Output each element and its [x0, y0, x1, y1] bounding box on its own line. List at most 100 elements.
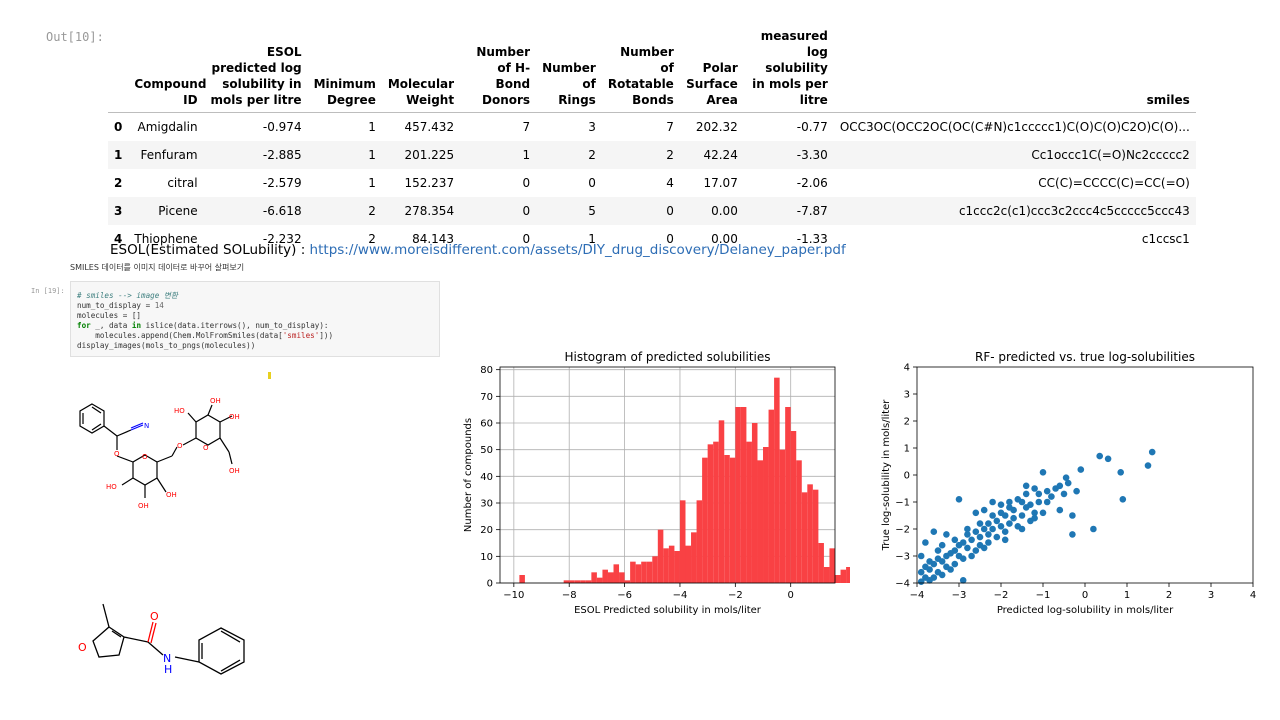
scatter-point [997, 509, 1005, 517]
table-row: 1 Fenfuram -2.885 1 201.225 1 2 2 42.24 -3.30 Cc1o… [108, 141, 1196, 169]
histogram-bar [519, 575, 525, 583]
column-header: Polar Surface Area [679, 24, 744, 113]
table-cell: -6.618 [262, 204, 302, 218]
table-cell: 1 [522, 148, 531, 162]
x-tick-label: −6 [617, 590, 632, 601]
x-tick-label: −4 [910, 590, 925, 601]
scatter-point [968, 536, 975, 544]
chart-title: RF- predicted vs. true log-solubilities [975, 350, 1195, 364]
plot-frame [499, 366, 836, 584]
y-axis-label: Number of compounds [463, 418, 474, 532]
x-tick-label: −2 [994, 590, 1009, 601]
histogram-bar [707, 444, 714, 583]
x-tick-label: 1 [1124, 590, 1130, 601]
table-cell: -2.579 [262, 176, 302, 190]
esol-prefix: ESOL(Estimated SOLubility) : [110, 242, 310, 258]
table-cell: c1ccsc1 [1141, 232, 1190, 246]
histogram-bar [718, 420, 725, 583]
phenyl-ring [198, 627, 245, 675]
scatter-point [985, 539, 992, 546]
output-prompt: Out[10]: [46, 30, 104, 44]
fenfuram-structure: O O N H [78, 603, 245, 676]
histogram-bar [746, 441, 752, 583]
histogram-bar [702, 457, 708, 583]
table-cell: 0.00 [711, 232, 738, 246]
scatter-point [1077, 466, 1085, 473]
nitrile-bond [130, 424, 144, 431]
x-axis-label: ESOL Predicted solubility in mols/liter [574, 605, 762, 616]
scatter-point [1104, 455, 1112, 463]
scatter-point [1014, 496, 1022, 503]
table-cell: 2 [368, 204, 376, 218]
scatter-point [1073, 487, 1080, 495]
table-cell: 3 [588, 120, 596, 134]
column-header: Molecular Weight [381, 24, 461, 113]
scatter-point [968, 552, 975, 560]
scatter-point [1056, 482, 1064, 490]
histogram-bar [657, 529, 664, 583]
table-header-row: Compound ID ESOL predicted log solubilit… [108, 24, 1196, 113]
row-index: 3 [114, 204, 123, 218]
table-cell: 0 [666, 232, 674, 246]
x-tick-label: 0 [788, 590, 794, 601]
atom-label-o: O [114, 450, 120, 458]
histogram-bar [774, 377, 780, 583]
scatter-point [930, 528, 938, 535]
scatter-point [972, 547, 980, 554]
code-cell[interactable]: # smiles --> image 변환 num_to_display = 1… [70, 281, 440, 357]
y-axis-label: True log-solubility in mols/liter [881, 399, 892, 552]
atom-label-ho: HO [106, 483, 117, 491]
chart-title: Histogram of predicted solubilities [564, 350, 770, 364]
histogram-bar [790, 431, 797, 583]
histogram-bar [823, 567, 830, 583]
bar-series [519, 377, 850, 583]
table-cell: -0.974 [262, 120, 302, 134]
histogram-bar [713, 441, 719, 583]
y-tick-label: −4 [895, 579, 910, 590]
table-cell: 17.07 [703, 176, 738, 190]
code-line: for _, data in islice(data.iterrows(), n… [77, 321, 433, 331]
y-tick-label: 1 [904, 444, 910, 455]
column-header: Minimum Degree [307, 24, 382, 113]
table-cell: -2.232 [262, 232, 302, 246]
y-tick-label: 20 [480, 525, 493, 536]
histogram-bar [835, 575, 841, 583]
histogram-bar [691, 532, 697, 583]
scatter-point [1010, 514, 1017, 522]
amygdalin-structure: N O O O O OH HO OH OH HO OH OH [79, 397, 240, 510]
table-cell: 0 [522, 232, 531, 246]
table-cell: 0 [522, 176, 531, 190]
atom-label-oh: OH [210, 397, 221, 405]
y-tick-label: −2 [895, 525, 910, 536]
scatter-point [1031, 485, 1038, 492]
scatter-point [959, 577, 967, 584]
table-cell: OCC3OC(OCC2OC(OC(C#N)c1ccccc1)C(O)C(O)C2… [839, 120, 1190, 134]
code-line: molecules = [] [77, 311, 433, 321]
atom-label-oh: OH [229, 413, 240, 421]
table-cell: CC(C)=CCCC(C)=CC(=O) [1038, 176, 1190, 190]
scatter-point [1090, 525, 1097, 533]
x-tick-label: −4 [673, 590, 688, 601]
scatter-point [1144, 462, 1152, 469]
scatter-point [976, 520, 984, 527]
scatter-point [934, 555, 942, 562]
x-tick-label: −3 [952, 590, 967, 601]
scatter-point [985, 531, 992, 538]
histogram-bar [652, 556, 658, 583]
histogram-bar [624, 580, 631, 583]
esol-reference: ESOL(Estimated SOLubility) : https://www… [110, 242, 846, 258]
scatter-point [1043, 487, 1051, 495]
delaney-paper-link[interactable]: https://www.moreisdifferent.com/assets/D… [309, 242, 846, 258]
scatter-point [917, 568, 925, 576]
x-axis-label: Predicted log-solubility in mols/liter [997, 605, 1174, 616]
histogram-bar [696, 500, 703, 583]
scatter-point [943, 552, 950, 560]
histogram-bar [807, 484, 813, 583]
scatter-point [1022, 482, 1030, 490]
table-cell: 42.24 [703, 148, 738, 162]
y-tick-label: 70 [480, 392, 493, 403]
scatter-point [1031, 514, 1038, 522]
x-tick-label: 3 [1208, 590, 1214, 601]
table-cell: 7 [666, 120, 674, 134]
table-row: 0 Amigdalin -0.974 1 457.432 7 3 7 202.32 -0.77 OC… [108, 112, 1196, 141]
